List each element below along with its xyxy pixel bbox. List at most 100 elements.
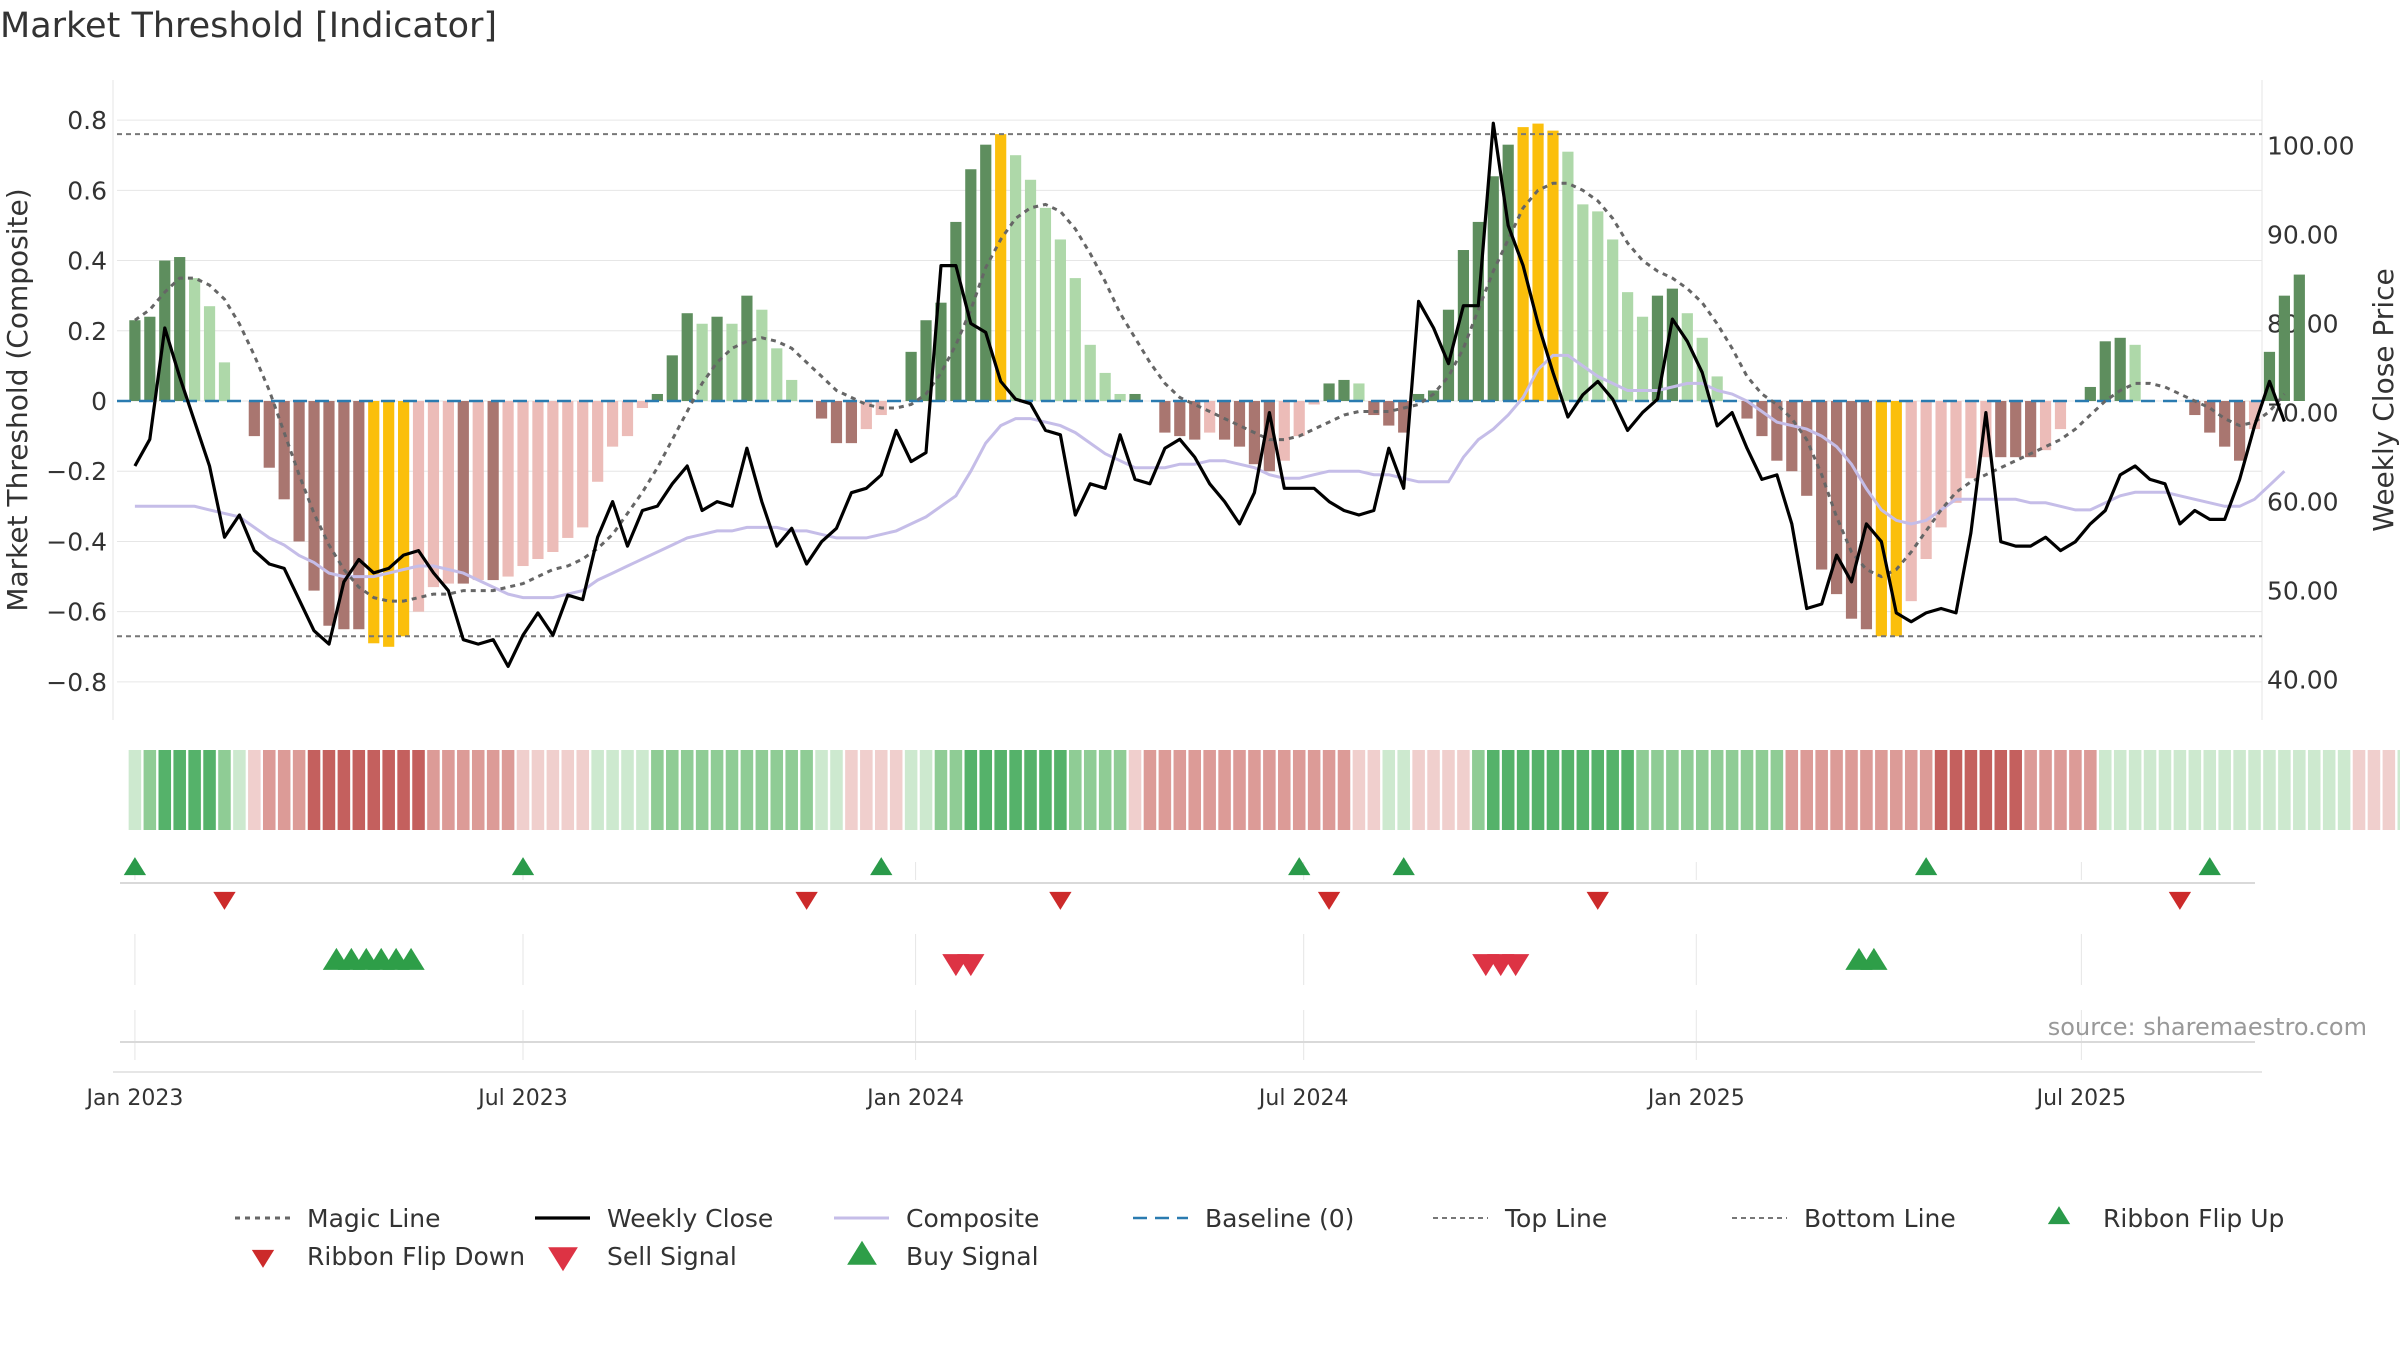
weekly-close-line: [133, 121, 2286, 669]
ribbon-cell-79: [1307, 750, 1321, 830]
ribbon-cell-106: [1710, 750, 1724, 830]
composite-bar-120: [1920, 401, 1932, 560]
composite-bar-90: [1472, 221, 1484, 401]
composite-bar-46: [815, 401, 828, 419]
composite-bar-17: [383, 401, 395, 647]
ribbon-cell-99: [1606, 750, 1619, 830]
composite-bar-84: [1383, 401, 1395, 426]
ribbon-cell-124: [1979, 750, 1993, 830]
ribbon-cell-50: [874, 750, 888, 830]
composite-bar-65: [1099, 372, 1111, 401]
ribbon-cell-114: [1830, 750, 1843, 830]
ribbon-cell-19: [412, 750, 425, 830]
ribbon-cell-143: [2263, 750, 2276, 830]
composite-bar-121: [1935, 401, 1947, 528]
ribbon-cell-25: [501, 750, 515, 830]
ribbon-cell-111: [1785, 750, 1799, 830]
ribbon-cell-73: [1218, 750, 1231, 830]
ribbon-flip-up-marker-4: [1392, 857, 1415, 876]
ribbon-cell-44: [785, 750, 798, 830]
y-tick-left-7: −0.6: [46, 598, 107, 627]
ribbon-cell-144: [2278, 750, 2291, 830]
y-tick-left-2: 0.4: [67, 247, 107, 276]
ribbon-cell-145: [2293, 750, 2306, 830]
ribbon-cell-58: [994, 750, 1007, 830]
ribbon-cell-130: [2069, 750, 2082, 830]
legend-label-flipup: Ribbon Flip Up: [2103, 1204, 2284, 1233]
ribbon-cell-56: [964, 750, 978, 830]
composite-bar-106: [1711, 376, 1723, 401]
ribbon-cell-87: [1427, 750, 1440, 830]
composite-bar-102: [1651, 295, 1664, 401]
y-tick-right-1: 90.00: [2267, 220, 2339, 249]
ribbon-cell-53: [919, 750, 933, 830]
ribbon-cell-30: [576, 750, 589, 830]
ribbon-cell-133: [2113, 750, 2127, 830]
ribbon-cell-16: [367, 750, 381, 830]
y-tick-left-3: 0.2: [67, 317, 107, 346]
legend-label-sell: Sell Signal: [607, 1242, 737, 1271]
composite-bar-59: [1010, 155, 1022, 401]
lines: [117, 121, 2286, 669]
composite-bar-57: [980, 144, 992, 401]
composite-bar-0: [129, 320, 141, 401]
composite-bar-145: [2293, 274, 2305, 401]
ribbon-cell-28: [546, 750, 560, 830]
y-axis-label-right: Weekly Close Price: [2367, 268, 2400, 531]
ribbon-cell-67: [1128, 750, 1142, 830]
ribbon-cell-39: [710, 750, 724, 830]
composite-bar-126: [2010, 401, 2022, 458]
ribbon-cell-72: [1203, 750, 1216, 830]
legend-swatch-sell: [548, 1247, 578, 1272]
ribbon-cell-120: [1919, 750, 1933, 830]
ribbon-cell-126: [2009, 750, 2022, 830]
ribbon-cell-81: [1337, 750, 1351, 830]
composite-bar-10: [278, 401, 290, 500]
composite-bar-82: [1353, 383, 1365, 401]
x-tick-3: Jul 2024: [1257, 1086, 1349, 1111]
composite-bar-100: [1622, 292, 1634, 401]
composite-bar-25: [502, 401, 514, 577]
ribbon-cell-52: [904, 750, 918, 830]
composite-bar-70: [1174, 401, 1186, 437]
composite-bar-27: [532, 401, 544, 560]
y-tick-left-1: 0.6: [67, 176, 107, 205]
ribbon-cell-78: [1292, 750, 1306, 830]
ribbon-cell-85: [1397, 750, 1410, 830]
ribbon-cell-22: [457, 750, 470, 830]
composite-bar-72: [1204, 401, 1216, 433]
ribbon-cell-74: [1233, 750, 1246, 830]
ribbon-cell-32: [606, 750, 619, 830]
ribbon-cell-55: [949, 750, 963, 830]
composite-bar-20: [427, 401, 440, 588]
y-tick-right-0: 100.00: [2267, 131, 2354, 160]
ribbon-cell-69: [1158, 750, 1172, 830]
composite-bar-138: [2189, 401, 2201, 416]
ribbon-cell-48: [845, 750, 858, 830]
ribbon-cell-119: [1904, 750, 1918, 830]
ribbon-cell-5: [203, 750, 216, 830]
ribbon-cell-134: [2128, 750, 2142, 830]
composite-bar-53: [920, 320, 932, 401]
composite-bar-69: [1159, 401, 1171, 433]
composite-bar-128: [2039, 401, 2052, 451]
composite-bar-33: [621, 401, 634, 437]
ribbon-cell-94: [1531, 750, 1545, 830]
ribbon-cell-116: [1860, 750, 1873, 830]
composite-bar-37: [681, 313, 693, 401]
composite-bar-31: [592, 401, 604, 482]
ribbon-cell-138: [2188, 750, 2202, 830]
composite-bar-98: [1592, 211, 1604, 401]
composite-bar-109: [1756, 401, 1768, 437]
ribbon-cell-60: [1024, 750, 1037, 830]
ribbon-cell-128: [2039, 750, 2052, 830]
ribbon-flip-down-marker-0: [213, 891, 236, 910]
composite-bar-140: [2219, 401, 2231, 447]
composite-line: [134, 353, 2286, 600]
ribbon-flip-down-marker-4: [1586, 891, 1609, 910]
ribbon-cell-108: [1740, 750, 1754, 830]
ribbon-cell-36: [666, 750, 679, 830]
ribbon-cell-4: [188, 750, 201, 830]
ribbon-cell-46: [815, 750, 828, 830]
